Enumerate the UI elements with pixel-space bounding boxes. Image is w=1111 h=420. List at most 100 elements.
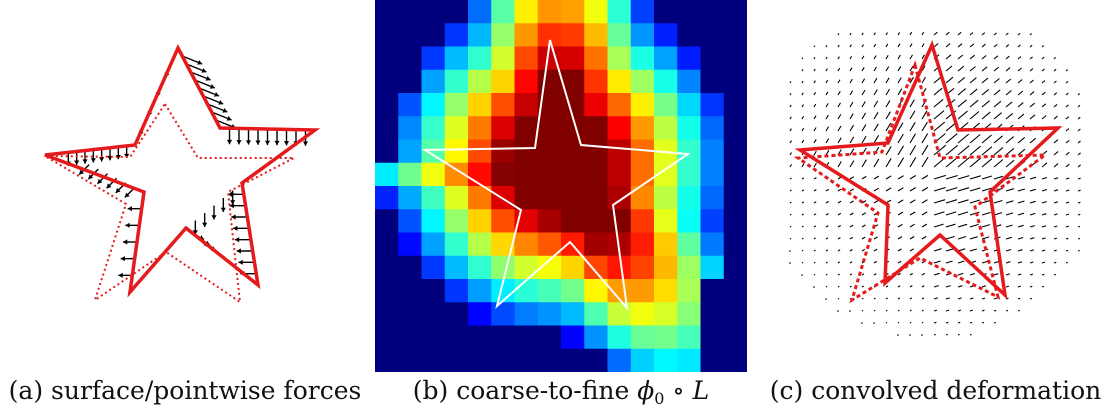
field-vector — [921, 31, 925, 36]
field-vector — [825, 213, 829, 216]
field-vector — [1053, 237, 1058, 240]
field-vector — [1029, 225, 1035, 228]
field-vector — [801, 201, 805, 204]
heatmap-cell — [723, 116, 747, 141]
field-dot — [909, 334, 911, 336]
field-vector — [1029, 261, 1034, 264]
field-vector — [909, 110, 916, 120]
heatmap-cell — [630, 116, 655, 141]
heatmap-cell — [723, 348, 747, 372]
caption-b-compose: ∘ — [664, 376, 693, 405]
field-vector — [849, 160, 855, 168]
field-vector — [969, 199, 981, 204]
field-vector — [981, 66, 988, 72]
field-vector — [957, 54, 964, 60]
heatmap-cell — [514, 46, 539, 71]
field-vector — [885, 309, 888, 312]
field-vector — [837, 212, 842, 216]
field-vector — [1017, 148, 1026, 156]
heatmap-cell — [398, 302, 423, 327]
field-vector — [909, 223, 915, 228]
heatmap-cell — [561, 46, 585, 71]
field-vector — [1065, 69, 1069, 72]
heatmap-cell — [421, 0, 446, 24]
field-vector — [945, 223, 956, 228]
field-vector — [945, 321, 949, 324]
heatmap-cell — [700, 139, 725, 164]
heatmap-cell — [654, 209, 678, 234]
field-vector — [1029, 33, 1033, 36]
field-vector — [837, 224, 841, 228]
deformation-vector-field — [789, 31, 1081, 336]
caption-b-L: L — [692, 376, 710, 405]
heatmap-cell — [607, 139, 632, 164]
field-vector — [981, 187, 992, 192]
heatmap-cell — [700, 23, 725, 48]
heatmap-cell — [630, 23, 655, 48]
field-vector — [861, 200, 867, 204]
field-vector — [1053, 103, 1058, 108]
heatmap-cell — [630, 279, 655, 303]
field-vector — [837, 79, 841, 84]
field-vector — [921, 43, 925, 48]
heatmap-cell — [375, 46, 399, 71]
heatmap-cell — [677, 0, 702, 24]
heatmap-cell — [677, 116, 702, 141]
heatmap-cell — [654, 279, 678, 303]
field-vector — [909, 236, 915, 240]
heatmap-cell — [468, 116, 492, 141]
heatmap-cell — [584, 93, 609, 117]
field-vector — [1005, 248, 1012, 252]
heatmap-cell — [700, 186, 725, 210]
field-vector — [801, 163, 805, 168]
heatmap-cell — [654, 0, 678, 24]
field-vector — [837, 297, 840, 300]
field-vector — [825, 68, 828, 72]
field-vector — [873, 309, 876, 312]
field-vector — [981, 55, 987, 60]
field-vector — [921, 133, 929, 144]
field-vector — [801, 104, 804, 108]
field-vector — [873, 175, 880, 180]
field-vector — [789, 128, 792, 132]
field-vector — [1005, 32, 1009, 36]
field-vector — [873, 66, 877, 72]
heatmap-cell — [607, 93, 632, 117]
caption-b: (b) coarse-to-fine ϕ0 ∘ L — [375, 376, 747, 408]
field-vector — [1005, 90, 1012, 96]
heatmap-cell — [398, 162, 423, 187]
heatmap-cell — [654, 46, 678, 71]
heatmap-cell — [607, 46, 632, 71]
field-vector — [1005, 159, 1015, 168]
field-vector — [945, 211, 957, 216]
field-vector — [1077, 140, 1081, 144]
field-vector — [945, 133, 958, 144]
field-vector — [945, 43, 951, 48]
field-vector — [813, 57, 816, 60]
field-vector — [945, 144, 958, 156]
field-vector — [969, 54, 975, 60]
field-vector — [909, 309, 912, 312]
field-vector — [1077, 93, 1081, 96]
field-vector — [861, 159, 867, 168]
field-vector — [897, 54, 901, 60]
field-vector — [1041, 188, 1048, 192]
field-vector — [1005, 78, 1012, 84]
field-vector — [1053, 177, 1059, 180]
field-vector — [969, 272, 976, 276]
heatmap-cell — [444, 139, 469, 164]
field-vector — [1029, 137, 1037, 144]
field-vector — [1017, 44, 1021, 48]
field-vector — [933, 285, 939, 288]
field-vector — [1029, 212, 1036, 216]
field-vector — [957, 211, 969, 216]
heatmap-cell — [514, 325, 539, 350]
field-vector — [933, 260, 941, 264]
heatmap-cell — [723, 93, 747, 117]
field-vector — [825, 261, 828, 264]
field-vector — [837, 237, 841, 240]
field-vector — [1077, 164, 1081, 168]
field-vector — [861, 309, 864, 312]
field-vector — [909, 43, 913, 48]
field-vector — [945, 309, 950, 312]
